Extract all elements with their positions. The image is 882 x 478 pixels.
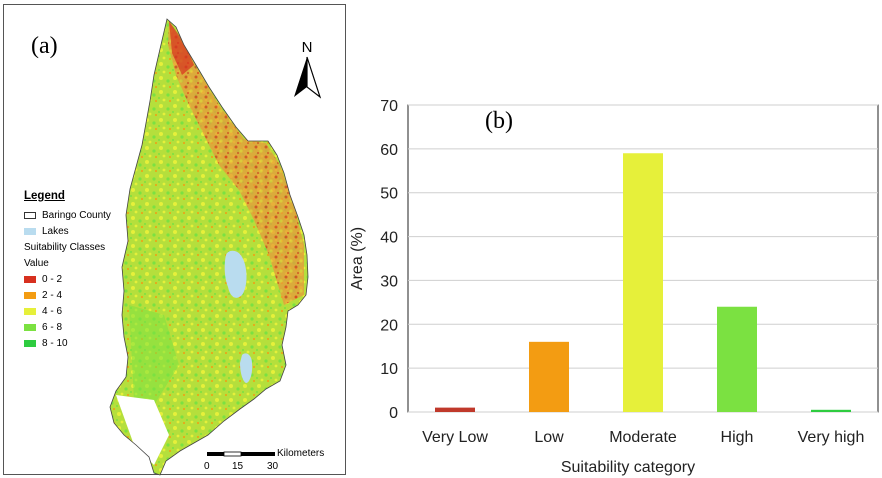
map-legend: Legend Baringo County Lakes Suitability … (24, 190, 111, 352)
x-tick-label: High (721, 429, 754, 446)
lakes-swatch (24, 228, 36, 235)
county-boundary (109, 18, 309, 476)
bar-low (529, 341, 569, 412)
scale-tick-2: 30 (267, 461, 279, 472)
x-axis-label: Suitability category (561, 459, 695, 476)
map-panel: (a) N Legend Baringo County Lakes Suitab… (3, 4, 346, 476)
panel-b-label: (b) (485, 108, 513, 134)
bar-moderate (623, 153, 663, 412)
x-tick-label: Very Low (422, 429, 488, 446)
bar-very-high (811, 409, 851, 412)
class-label: 0 - 2 (42, 273, 63, 285)
scale-bar-graphic (207, 451, 275, 457)
class-swatch (24, 324, 36, 331)
x-tick-label: Moderate (609, 429, 677, 446)
panel-a-label: (a) (31, 33, 58, 59)
north-arrow: N (290, 39, 324, 99)
legend-classes-title: Suitability Classes (24, 241, 106, 253)
legend-label: Baringo County (42, 209, 111, 221)
x-tick-label: Low (534, 429, 564, 446)
suitability-bar-chart: 0 10 20 30 40 50 60 70 Very Low Low Moderate High Ve… (349, 98, 879, 476)
y-tick-label: 70 (380, 98, 398, 115)
legend-class-3: 6 - 8 (24, 320, 111, 336)
legend-class-4: 8 - 10 (24, 336, 111, 352)
class-swatch (24, 340, 36, 347)
scale-tick-0: 0 (204, 461, 210, 472)
y-tick-label: 50 (380, 186, 398, 203)
legend-class-2: 4 - 6 (24, 304, 111, 320)
class-swatch (24, 276, 36, 283)
class-label: 2 - 4 (42, 289, 63, 301)
y-tick-label: 40 (380, 230, 398, 247)
y-tick-label: 10 (380, 361, 398, 378)
legend-class-0: 0 - 2 (24, 272, 111, 288)
legend-class-1: 2 - 4 (24, 288, 111, 304)
north-arrow-icon (294, 56, 322, 99)
class-label: 6 - 8 (42, 321, 63, 333)
y-tick-label: 60 (380, 142, 398, 159)
bar-high (717, 306, 757, 412)
class-label: 4 - 6 (42, 305, 63, 317)
lake-bogoria (240, 353, 253, 383)
boundary-swatch (24, 212, 36, 219)
legend-item-boundary: Baringo County (24, 208, 111, 224)
suitability-map (109, 18, 309, 476)
class-swatch (24, 292, 36, 299)
y-tick-label: 20 (380, 317, 398, 334)
x-tick-label: Very high (798, 429, 865, 446)
north-label: N (301, 39, 313, 56)
y-axis-label: Area (%) (349, 227, 366, 290)
scale-tick-1: 15 (232, 461, 244, 472)
scale-bar: Kilometers 0 15 30 (204, 447, 365, 477)
y-tick-label: 0 (389, 405, 398, 422)
y-tick-label: 30 (380, 273, 398, 290)
class-swatch (24, 308, 36, 315)
legend-label: Lakes (42, 225, 69, 237)
legend-title: Legend (24, 190, 65, 202)
class-label: 8 - 10 (42, 337, 68, 349)
lake-baringo (224, 250, 247, 298)
legend-item-lakes: Lakes (24, 224, 111, 240)
bar-very-low (435, 407, 475, 412)
legend-value-label: Value (24, 257, 49, 269)
scale-unit: Kilometers (277, 448, 325, 459)
